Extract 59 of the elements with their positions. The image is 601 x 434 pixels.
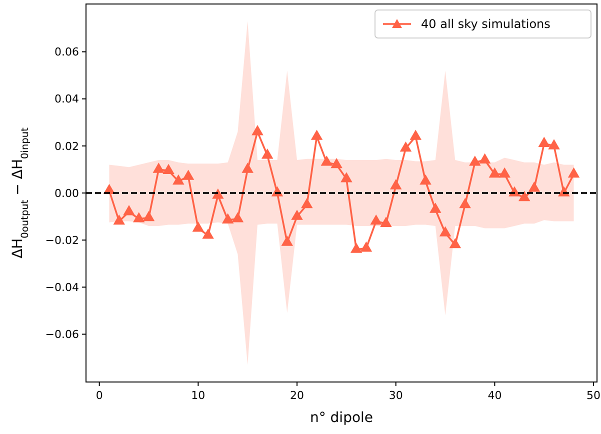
y-tick-label: −0.04 — [45, 280, 79, 294]
y-tick-label: 0.06 — [54, 46, 79, 59]
y-tick-label: 0.04 — [54, 92, 79, 106]
point — [498, 167, 510, 178]
point — [538, 136, 550, 147]
point — [390, 179, 402, 190]
point — [380, 216, 392, 227]
x-tick-label: 50 — [586, 389, 601, 402]
point — [310, 130, 323, 140]
point — [113, 214, 125, 225]
point — [420, 174, 432, 185]
point — [430, 202, 442, 213]
point — [330, 158, 342, 168]
y-tick-label: −0.02 — [45, 234, 79, 247]
point — [202, 228, 214, 239]
point — [261, 148, 274, 159]
x-tick-label: 10 — [191, 389, 206, 402]
point — [449, 238, 462, 248]
point — [281, 236, 294, 246]
point — [123, 205, 135, 216]
point — [172, 174, 184, 185]
point — [320, 156, 333, 166]
x-axis-title: n° dipole — [310, 410, 374, 426]
point — [232, 212, 244, 222]
legend-label: 40 all sky simulations — [421, 17, 550, 32]
point — [459, 198, 471, 208]
point — [568, 167, 580, 178]
point — [132, 212, 145, 222]
x-tick-label: 40 — [488, 389, 502, 402]
point — [548, 139, 560, 150]
point — [410, 130, 422, 140]
point — [400, 141, 412, 152]
point — [340, 172, 352, 182]
point — [242, 162, 254, 173]
point — [182, 170, 194, 180]
point — [222, 213, 234, 224]
y-tick-label: 0.00 — [54, 186, 79, 200]
point — [370, 214, 382, 225]
point — [518, 190, 530, 202]
point — [350, 242, 362, 253]
point — [360, 242, 372, 252]
point — [528, 181, 540, 192]
point — [252, 125, 264, 136]
point — [291, 210, 303, 220]
point — [152, 162, 165, 173]
point — [301, 198, 313, 208]
point — [478, 153, 491, 164]
point — [488, 167, 501, 178]
point — [212, 188, 224, 199]
x-tick-label: 30 — [388, 389, 403, 402]
point — [192, 222, 204, 232]
point — [439, 226, 452, 236]
x-tick-label: 0 — [96, 389, 103, 402]
y-tick-label: 0.02 — [54, 140, 79, 153]
x-tick-label: 20 — [290, 389, 304, 402]
point — [162, 164, 174, 174]
y-tick-label: −0.06 — [45, 328, 79, 342]
point — [469, 156, 481, 166]
point — [142, 210, 155, 222]
